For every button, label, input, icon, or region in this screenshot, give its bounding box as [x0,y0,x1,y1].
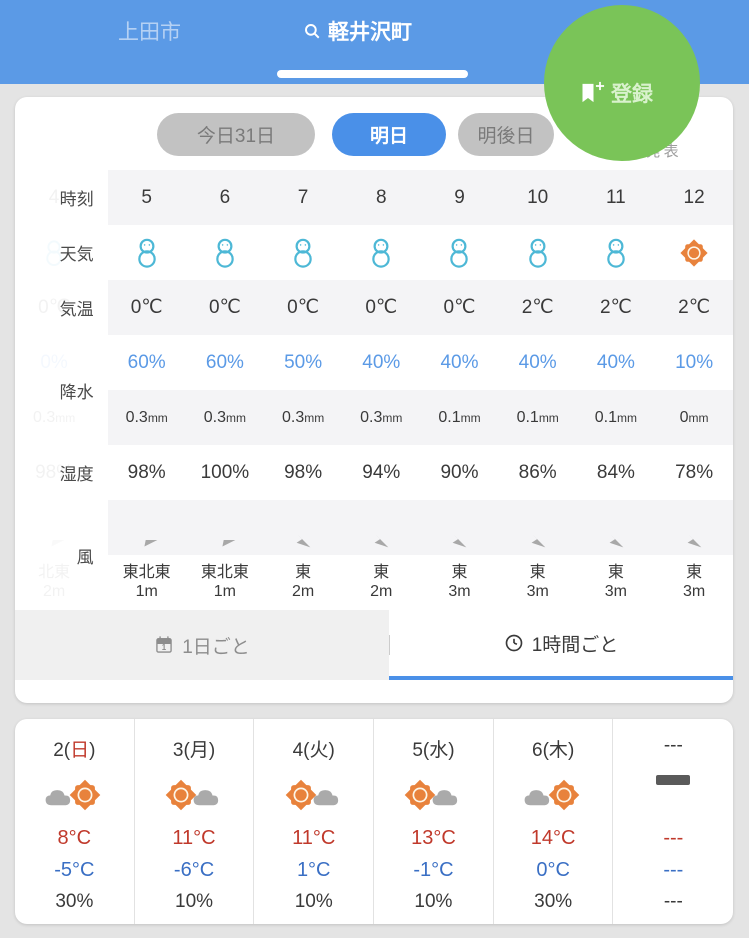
svg-text:1: 1 [162,643,167,652]
